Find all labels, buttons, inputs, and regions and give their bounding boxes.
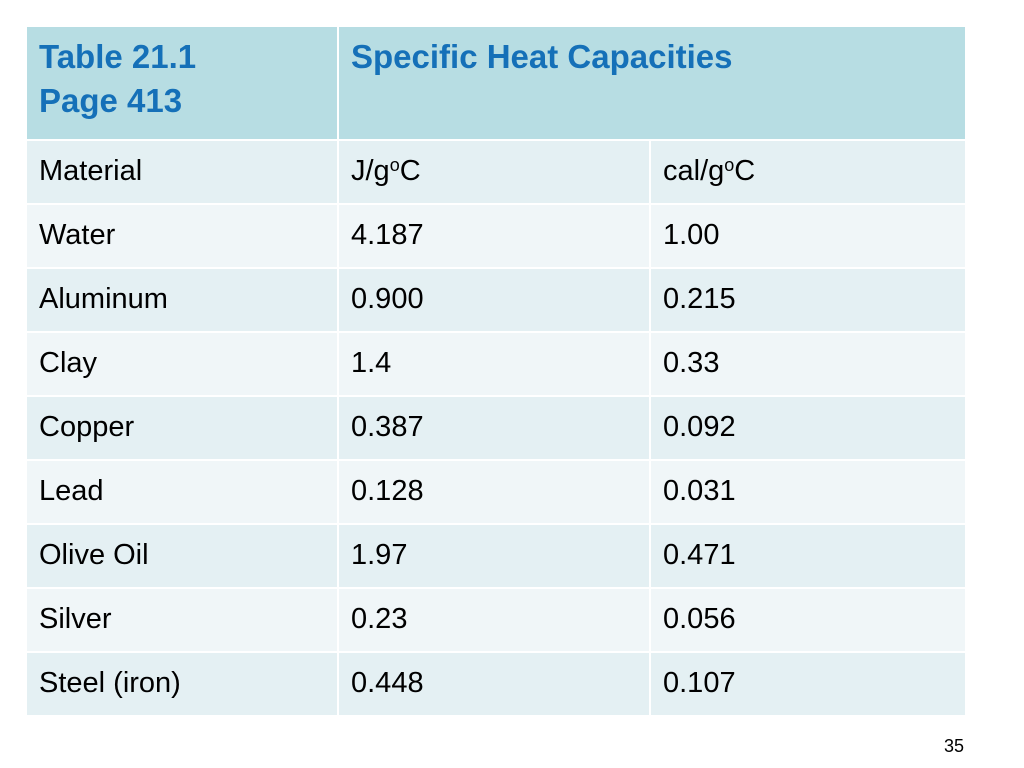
material-cell: Water [25, 203, 339, 269]
calories-value-cell: 0.215 [649, 267, 967, 333]
table-row: Water 4.187 1.00 [25, 203, 967, 269]
calories-value-cell: 1.00 [649, 203, 967, 269]
column-header-calories: cal/goC [649, 139, 967, 205]
table-number: Table 21.1 [39, 38, 197, 75]
calories-value-cell: 0.33 [649, 331, 967, 397]
calories-value-cell: 0.056 [649, 587, 967, 653]
calories-value-cell: 0.107 [649, 651, 967, 717]
material-cell: Lead [25, 459, 339, 525]
table-title: Specific Heat Capacities [337, 25, 967, 141]
joules-value-cell: 0.900 [337, 267, 651, 333]
table-row: Lead 0.128 0.031 [25, 459, 967, 525]
degree-superscript: o [389, 155, 400, 175]
joule-unit-prefix: J/g [351, 155, 390, 187]
material-cell: Copper [25, 395, 339, 461]
material-cell: Silver [25, 587, 339, 653]
page-reference: Page 413 [39, 82, 183, 119]
joules-value-cell: 0.23 [337, 587, 651, 653]
joules-value-cell: 0.128 [337, 459, 651, 525]
material-cell: Olive Oil [25, 523, 339, 589]
calories-value-cell: 0.092 [649, 395, 967, 461]
table-row: Steel (iron) 0.448 0.107 [25, 651, 967, 717]
joules-value-cell: 1.97 [337, 523, 651, 589]
table-header-row: Table 21.1 Page 413 Specific Heat Capaci… [25, 25, 967, 141]
degree-superscript: o [724, 155, 735, 175]
cal-unit-suffix: C [734, 155, 756, 187]
joules-value-cell: 4.187 [337, 203, 651, 269]
slide-number: 35 [943, 736, 964, 756]
column-header-joules: J/goC [337, 139, 651, 205]
material-cell: Aluminum [25, 267, 339, 333]
joules-value-cell: 1.4 [337, 331, 651, 397]
table-row: Copper 0.387 0.092 [25, 395, 967, 461]
specific-heat-table: Table 21.1 Page 413 Specific Heat Capaci… [25, 25, 967, 717]
joules-value-cell: 0.448 [337, 651, 651, 717]
table-row: Clay 1.4 0.33 [25, 331, 967, 397]
table-row: Aluminum 0.900 0.215 [25, 267, 967, 333]
material-cell: Clay [25, 331, 339, 397]
cal-unit-prefix: cal/g [663, 155, 725, 187]
table-row: Silver 0.23 0.056 [25, 587, 967, 653]
joule-unit-suffix: C [399, 155, 421, 187]
joules-value-cell: 0.387 [337, 395, 651, 461]
table-row: Olive Oil 1.97 0.471 [25, 523, 967, 589]
material-cell: Steel (iron) [25, 651, 339, 717]
calories-value-cell: 0.471 [649, 523, 967, 589]
column-header-row: Material J/goC cal/goC [25, 139, 967, 205]
table-reference-cell: Table 21.1 Page 413 [25, 25, 339, 141]
calories-value-cell: 0.031 [649, 459, 967, 525]
column-header-material: Material [25, 139, 339, 205]
